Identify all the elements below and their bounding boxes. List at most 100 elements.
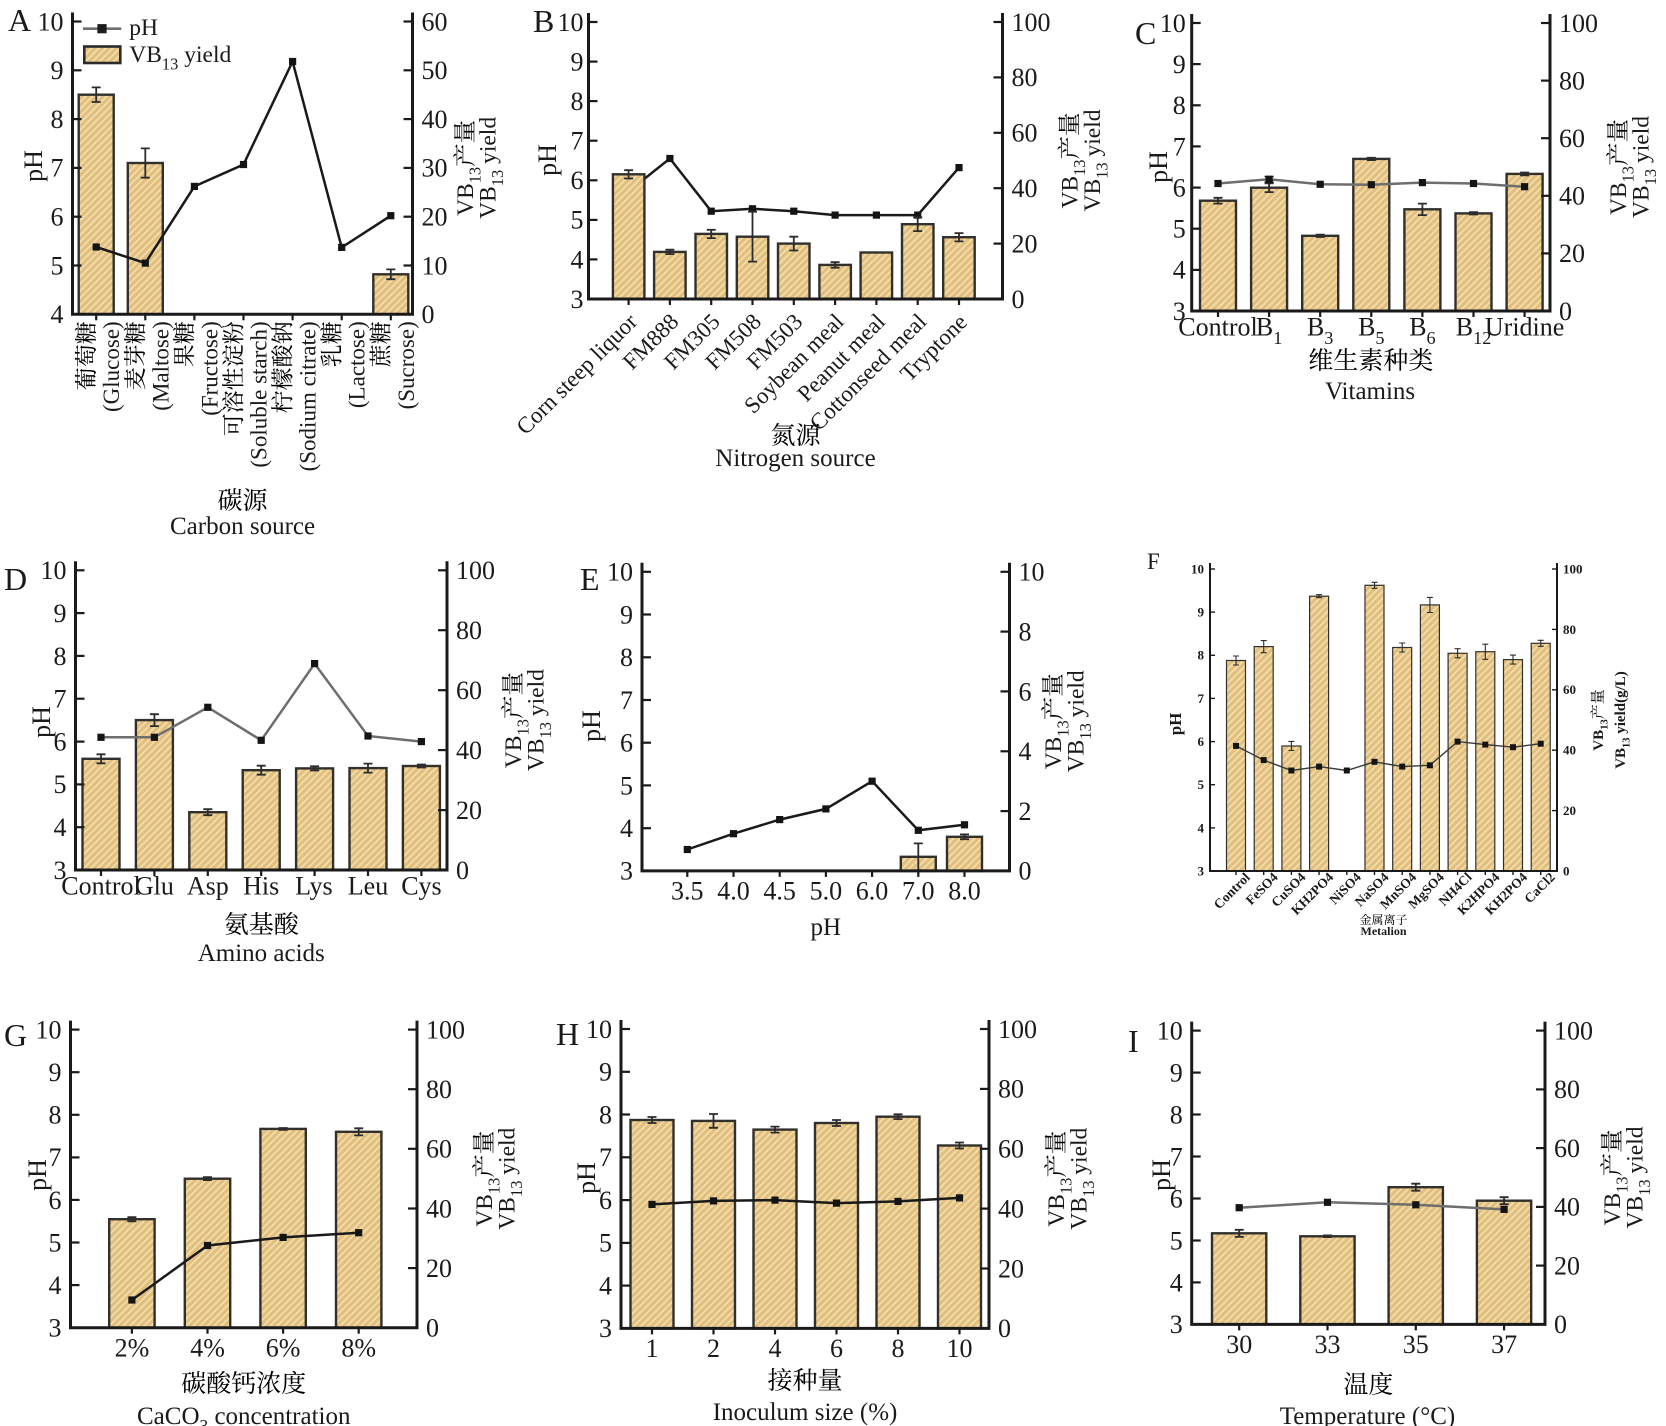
svg-text:10: 10 — [558, 8, 584, 37]
svg-text:VB: VB — [1613, 748, 1629, 769]
svg-text:50: 50 — [422, 56, 448, 85]
svg-text:60: 60 — [1554, 1134, 1580, 1163]
svg-text:VB: VB — [453, 183, 479, 216]
svg-text:13: 13 — [1622, 738, 1633, 749]
svg-text:13: 13 — [1079, 1181, 1098, 1197]
svg-text:Cys: Cys — [401, 872, 441, 901]
svg-text:VB: VB — [1591, 730, 1607, 751]
svg-text:6%: 6% — [266, 1333, 301, 1362]
svg-text:VB: VB — [501, 735, 527, 768]
svg-text:8: 8 — [51, 105, 64, 134]
svg-text:60: 60 — [1012, 119, 1038, 148]
svg-text:3: 3 — [49, 1314, 62, 1343]
svg-text:13: 13 — [1076, 723, 1095, 739]
svg-text:yield(g/L): yield(g/L) — [1613, 671, 1629, 737]
svg-text:1: 1 — [1273, 328, 1282, 348]
svg-text:5: 5 — [1375, 328, 1384, 348]
svg-text:5: 5 — [599, 1229, 612, 1258]
svg-text:Lys: Lys — [295, 872, 333, 901]
svg-text:9: 9 — [571, 47, 584, 76]
svg-text:VB: VB — [495, 1197, 521, 1230]
svg-text:9: 9 — [54, 599, 67, 628]
svg-text:13: 13 — [1092, 162, 1111, 178]
svg-text:40: 40 — [998, 1195, 1024, 1224]
svg-text:VB: VB — [1041, 737, 1067, 770]
svg-text:40: 40 — [1563, 743, 1576, 758]
svg-text:3: 3 — [571, 285, 584, 314]
svg-text:VB: VB — [1623, 1196, 1649, 1229]
svg-text:CaCO: CaCO — [137, 1403, 200, 1426]
svg-text:1: 1 — [646, 1334, 659, 1363]
svg-text:37: 37 — [1491, 1330, 1517, 1359]
svg-text:yield: yield — [1623, 1126, 1649, 1179]
svg-text:8: 8 — [599, 1100, 612, 1129]
svg-text:9: 9 — [1173, 50, 1186, 79]
svg-text:13: 13 — [513, 719, 532, 735]
svg-text:(Maltose): (Maltose) — [148, 321, 173, 410]
svg-text:8: 8 — [49, 1101, 62, 1130]
svg-text:0: 0 — [998, 1314, 1011, 1343]
svg-text:6: 6 — [571, 166, 584, 195]
svg-text:10: 10 — [947, 1334, 973, 1363]
svg-text:100: 100 — [456, 556, 495, 585]
svg-text:B: B — [533, 3, 554, 39]
svg-text:Asp: Asp — [187, 872, 229, 901]
svg-text:pH: pH — [1147, 1159, 1176, 1191]
svg-text:6: 6 — [54, 727, 67, 756]
svg-text:6: 6 — [49, 1186, 62, 1215]
svg-text:20: 20 — [1563, 803, 1576, 818]
svg-text:100: 100 — [1554, 1016, 1593, 1045]
svg-text:B: B — [1456, 313, 1473, 342]
svg-text:8: 8 — [1019, 618, 1032, 647]
svg-text:VB: VB — [1600, 1193, 1626, 1226]
svg-text:80: 80 — [456, 616, 482, 645]
svg-text:0: 0 — [1019, 857, 1032, 886]
svg-text:7: 7 — [49, 1143, 62, 1172]
svg-text:60: 60 — [422, 7, 448, 36]
svg-text:3: 3 — [620, 857, 633, 886]
svg-text:13: 13 — [465, 167, 484, 183]
svg-text:4: 4 — [1173, 256, 1186, 285]
svg-text:VB: VB — [129, 42, 162, 68]
svg-text:6: 6 — [830, 1334, 843, 1363]
svg-text:100: 100 — [1012, 8, 1051, 37]
svg-text:13: 13 — [1600, 719, 1611, 730]
svg-text:9: 9 — [51, 56, 64, 85]
svg-text:5: 5 — [571, 206, 584, 235]
svg-text:Leu: Leu — [348, 872, 388, 901]
svg-text:yield: yield — [1629, 116, 1655, 169]
svg-text:10: 10 — [1160, 9, 1186, 38]
svg-text:30: 30 — [422, 154, 448, 183]
svg-text:VB: VB — [524, 738, 550, 771]
svg-text:4: 4 — [1170, 1268, 1183, 1297]
svg-text:100: 100 — [1559, 9, 1598, 38]
svg-text:8.0: 8.0 — [948, 877, 981, 906]
svg-text:8: 8 — [571, 87, 584, 116]
svg-text:3: 3 — [54, 856, 67, 885]
svg-text:4: 4 — [51, 300, 64, 329]
svg-text:35: 35 — [1403, 1330, 1429, 1359]
svg-text:80: 80 — [998, 1075, 1024, 1104]
svg-text:C: C — [1135, 15, 1156, 51]
svg-text:5: 5 — [54, 770, 67, 799]
svg-text:80: 80 — [1563, 622, 1576, 637]
svg-text:13: 13 — [488, 170, 507, 186]
svg-text:Vitamins: Vitamins — [1325, 378, 1415, 405]
svg-text:VB: VB — [472, 1194, 498, 1227]
svg-text:20: 20 — [1559, 239, 1585, 268]
svg-text:4: 4 — [571, 245, 584, 274]
svg-text:VB: VB — [1629, 185, 1655, 218]
svg-text:5: 5 — [620, 771, 633, 800]
svg-text:2: 2 — [707, 1334, 720, 1363]
svg-text:(Fructose): (Fructose) — [197, 321, 222, 416]
svg-text:VB: VB — [1058, 176, 1084, 209]
svg-text:Inoculum size (%): Inoculum size (%) — [713, 1399, 898, 1426]
svg-text:7: 7 — [1173, 132, 1186, 161]
svg-text:8: 8 — [1170, 1100, 1183, 1129]
svg-text:100: 100 — [426, 1015, 465, 1044]
svg-text:20: 20 — [422, 203, 448, 232]
svg-text:10: 10 — [422, 251, 448, 280]
svg-text:Metalion: Metalion — [1361, 924, 1407, 938]
svg-text:0: 0 — [1012, 285, 1025, 314]
svg-text:5: 5 — [1170, 1226, 1183, 1255]
